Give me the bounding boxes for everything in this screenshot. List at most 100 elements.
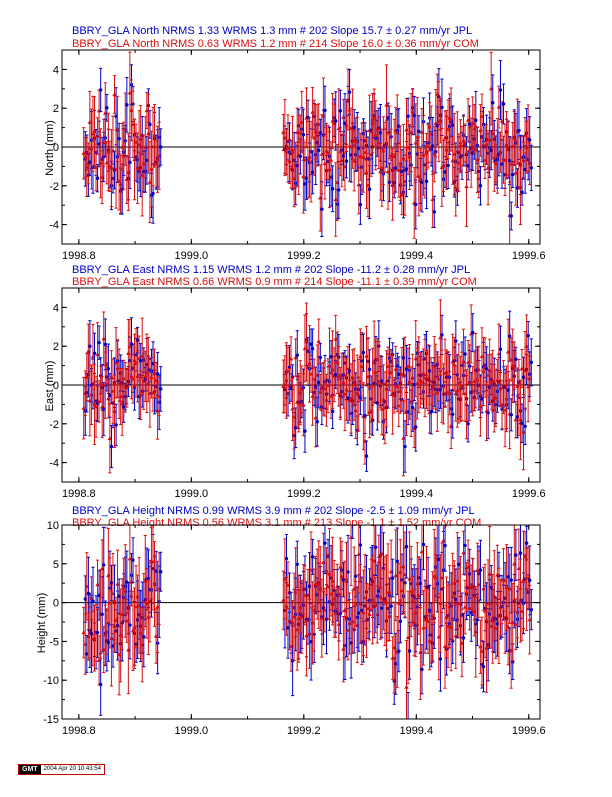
x-tick-label: 1998.8 xyxy=(62,250,96,262)
point-jpl xyxy=(114,423,117,426)
point-jpl xyxy=(331,187,334,190)
panel-north: BBRY_GLA North NRMS 1.33 WRMS 1.3 mm # 2… xyxy=(44,25,546,262)
point-jpl xyxy=(142,635,145,638)
point-jpl xyxy=(319,356,322,359)
point-jpl xyxy=(285,557,288,560)
point-jpl xyxy=(303,429,306,432)
point-jpl xyxy=(417,130,420,133)
point-com xyxy=(464,184,468,188)
point-jpl xyxy=(348,90,351,93)
point-jpl xyxy=(362,351,365,354)
point-jpl xyxy=(420,668,423,671)
point-jpl xyxy=(128,161,131,164)
point-jpl xyxy=(406,115,409,118)
point-jpl xyxy=(99,683,102,686)
point-jpl xyxy=(414,425,417,428)
point-jpl xyxy=(422,543,425,546)
point-jpl xyxy=(454,339,457,342)
point-jpl xyxy=(93,352,96,355)
point-jpl xyxy=(476,618,479,621)
point-jpl xyxy=(339,109,342,112)
point-jpl xyxy=(148,123,151,126)
point-jpl xyxy=(397,649,400,652)
legend-height-com: BBRY_GLA Height NRMS 0.56 WRMS 3.1 mm # … xyxy=(72,517,481,529)
point-jpl xyxy=(440,106,443,109)
point-jpl xyxy=(466,422,469,425)
point-jpl xyxy=(463,352,466,355)
point-jpl xyxy=(414,203,417,206)
legend-east-com: BBRY_GLA East NRMS 0.66 WRMS 0.9 mm # 21… xyxy=(72,276,477,288)
point-jpl xyxy=(530,361,533,364)
point-jpl xyxy=(368,368,371,371)
point-jpl xyxy=(451,413,454,416)
point-jpl xyxy=(491,101,494,104)
point-jpl xyxy=(499,88,502,91)
point-jpl xyxy=(99,88,102,91)
point-jpl xyxy=(102,563,105,566)
point-jpl xyxy=(486,411,489,414)
x-tick-label: 1999.0 xyxy=(175,250,209,262)
point-jpl xyxy=(408,649,411,652)
point-jpl xyxy=(479,184,482,187)
point-jpl xyxy=(440,333,443,336)
x-tick-label: 1999.2 xyxy=(287,488,321,500)
point-jpl xyxy=(510,214,513,217)
point-jpl xyxy=(107,367,110,370)
point-jpl xyxy=(323,541,326,544)
point-jpl xyxy=(159,570,162,573)
point-jpl xyxy=(302,133,305,136)
point-jpl xyxy=(446,164,449,167)
point-jpl xyxy=(374,546,377,549)
point-jpl xyxy=(97,341,100,344)
point-jpl xyxy=(316,420,319,423)
x-tick-label: 1999.2 xyxy=(287,250,321,262)
x-tick-label: 1999.4 xyxy=(399,250,433,262)
point-jpl xyxy=(159,145,162,148)
point-jpl xyxy=(502,102,505,105)
point-jpl xyxy=(389,604,392,607)
point-jpl xyxy=(439,657,442,660)
point-jpl xyxy=(311,555,314,558)
point-jpl xyxy=(463,544,466,547)
point-jpl xyxy=(296,563,299,566)
point-jpl xyxy=(320,207,323,210)
x-tick-label: 1999.6 xyxy=(512,488,546,500)
point-jpl xyxy=(346,570,349,573)
point-jpl xyxy=(334,119,337,122)
data-marks xyxy=(81,489,532,754)
data-marks xyxy=(81,52,532,248)
y-tick-label: 2 xyxy=(53,103,59,115)
point-jpl xyxy=(110,445,113,448)
point-jpl xyxy=(339,612,342,615)
point-jpl xyxy=(462,636,465,639)
point-com xyxy=(317,339,321,343)
point-jpl xyxy=(363,414,366,417)
point-jpl xyxy=(337,188,340,191)
data-marks xyxy=(81,300,532,476)
point-jpl xyxy=(88,345,91,348)
x-tick-label: 1999.0 xyxy=(175,488,209,500)
point-jpl xyxy=(514,358,517,361)
point-jpl xyxy=(317,149,320,152)
point-jpl xyxy=(331,410,334,413)
point-jpl xyxy=(399,620,402,623)
point-jpl xyxy=(131,558,134,561)
point-jpl xyxy=(104,343,107,346)
ylabel-height: Height (mm) xyxy=(36,593,48,654)
point-jpl xyxy=(151,192,154,195)
y-tick-label: 0 xyxy=(53,380,59,392)
y-tick-label: 0 xyxy=(53,142,59,154)
y-tick-label: 2 xyxy=(53,341,59,353)
point-jpl xyxy=(520,191,523,194)
point-jpl xyxy=(510,413,513,416)
point-jpl xyxy=(359,203,362,206)
y-tick-label: -2 xyxy=(49,419,59,431)
legend-east-jpl: BBRY_GLA East NRMS 1.15 WRMS 1.2 mm # 20… xyxy=(72,264,470,276)
x-tick-label: 1999.4 xyxy=(399,488,433,500)
point-jpl xyxy=(530,166,533,169)
point-jpl xyxy=(359,543,362,546)
point-jpl xyxy=(499,348,502,351)
